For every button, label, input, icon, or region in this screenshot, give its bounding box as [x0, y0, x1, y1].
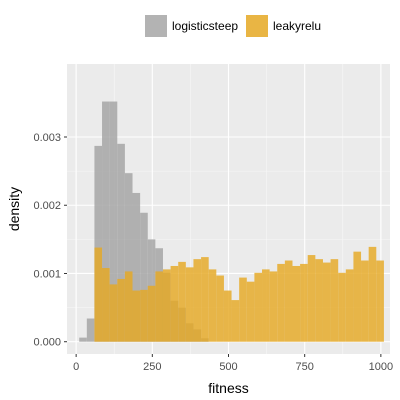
bar-leakyrelu: [376, 260, 384, 342]
legend-key-leakyrelu: [246, 15, 268, 37]
bar-leakyrelu: [246, 281, 255, 342]
bar-leakyrelu: [193, 259, 202, 342]
y-tick-label: 0.002: [33, 200, 61, 212]
bar-logisticsteep: [86, 318, 95, 342]
bar-leakyrelu: [315, 259, 323, 342]
bar-leakyrelu: [170, 265, 179, 342]
bar-leakyrelu: [231, 300, 240, 342]
bar-leakyrelu: [284, 260, 293, 342]
bar-leakyrelu: [132, 290, 141, 342]
bar-leakyrelu: [162, 269, 171, 342]
x-tick-label: 500: [219, 361, 237, 373]
bar-leakyrelu: [277, 263, 285, 342]
legend-label-leakyrelu: leakyrelu: [273, 19, 321, 33]
bar-leakyrelu: [262, 269, 270, 342]
bar-leakyrelu: [102, 268, 110, 342]
x-axis-title: fitness: [208, 380, 248, 396]
y-axis-ticks: 0.000 0.001 0.002 0.003: [33, 132, 67, 349]
bar-leakyrelu: [216, 275, 224, 342]
bar-leakyrelu: [178, 261, 186, 342]
bar-leakyrelu: [201, 257, 209, 342]
bar-logisticsteep: [102, 101, 110, 342]
bar-leakyrelu: [368, 246, 377, 342]
bar-logisticsteep: [109, 101, 118, 342]
bar-leakyrelu: [155, 271, 163, 342]
bar-leakyrelu: [140, 289, 148, 342]
legend: logisticsteep leakyrelu: [145, 15, 321, 37]
bars: [79, 101, 384, 342]
bar-logisticsteep: [124, 173, 133, 342]
bar-logisticsteep: [117, 143, 125, 342]
bar-logisticsteep: [140, 212, 148, 342]
y-tick-label: 0.000: [33, 337, 61, 349]
x-tick-label: 250: [143, 361, 161, 373]
bar-leakyrelu: [239, 277, 247, 342]
series-leakyrelu: [94, 246, 384, 342]
bar-leakyrelu: [185, 267, 194, 342]
bar-leakyrelu: [94, 247, 103, 342]
bar-leakyrelu: [353, 251, 362, 342]
x-tick-label: 750: [295, 361, 313, 373]
y-axis-title: density: [6, 187, 22, 231]
bar-leakyrelu: [223, 290, 232, 342]
bar-leakyrelu: [117, 278, 125, 342]
x-axis-ticks: 0 250 500 750 1000: [73, 354, 393, 373]
x-tick-label: 1000: [369, 361, 393, 373]
bar-leakyrelu: [254, 272, 263, 342]
bar-leakyrelu: [147, 285, 156, 342]
legend-key-logisticsteep: [145, 15, 167, 37]
bar-leakyrelu: [307, 255, 316, 342]
bar-leakyrelu: [330, 259, 339, 342]
bar-leakyrelu: [300, 263, 308, 342]
bar-leakyrelu: [345, 269, 354, 342]
bar-leakyrelu: [292, 265, 301, 342]
y-tick-label: 0.003: [33, 132, 61, 144]
x-tick-label: 0: [73, 361, 79, 373]
bar-leakyrelu: [124, 271, 133, 342]
legend-label-logisticsteep: logisticsteep: [172, 19, 238, 33]
bar-leakyrelu: [322, 262, 331, 342]
bar-leakyrelu: [361, 260, 369, 342]
bar-logisticsteep: [94, 145, 103, 342]
bar-leakyrelu: [338, 272, 346, 342]
bar-leakyrelu: [208, 269, 217, 342]
bar-leakyrelu: [109, 284, 118, 342]
bar-leakyrelu: [269, 271, 278, 342]
bar-logisticsteep: [79, 337, 87, 342]
bar-logisticsteep: [132, 192, 141, 342]
y-tick-label: 0.001: [33, 268, 61, 280]
